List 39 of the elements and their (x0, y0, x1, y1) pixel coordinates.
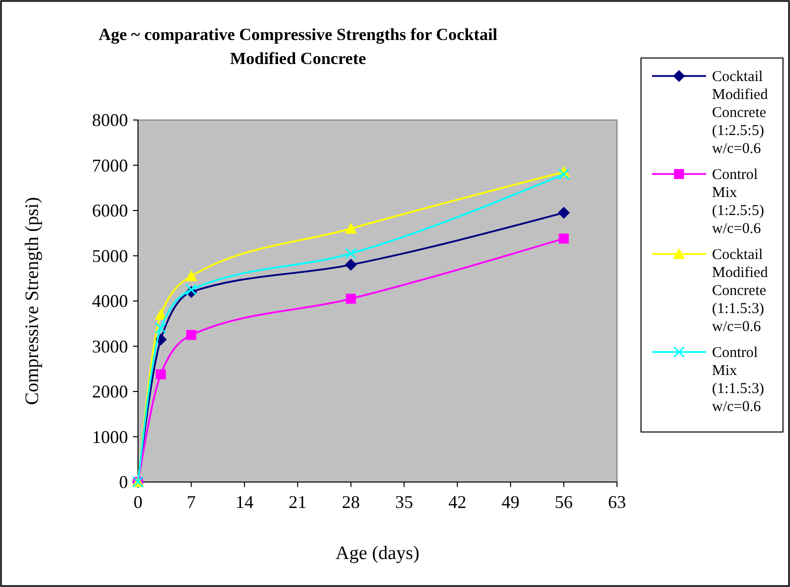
y-tick-label: 8000 (92, 110, 128, 130)
point (185, 284, 197, 296)
point (558, 234, 569, 244)
point (186, 330, 196, 340)
x-tick-label: 56 (554, 492, 573, 512)
y-tick-label: 7000 (92, 155, 128, 176)
y-tick-label: 5000 (92, 246, 128, 266)
y-tick-label: 6000 (92, 200, 128, 220)
chart-title: Age ~ comparative Compressive Strengths for Cocktail Modified Concrete (98, 25, 498, 68)
legend-label: Control Mix (1:2.5:5) w/c=0.6 (712, 167, 764, 237)
x-tick-label: 0 (134, 492, 142, 512)
legend-label: Cocktail Modified Concrete (1:2.5:5) w/c=0.6 (712, 69, 768, 157)
point (558, 206, 570, 219)
x-tick-label: 49 (502, 492, 520, 512)
y-axis-title: Compressive Strength (psi) (22, 197, 43, 405)
x-tick-label: 63 (608, 492, 626, 512)
y-tick-label: 2000 (92, 382, 128, 402)
point (344, 222, 357, 234)
point (155, 322, 167, 334)
y-tick-label: 1000 (92, 426, 128, 447)
x-tick-label: 28 (342, 492, 360, 512)
legend-label: Cocktail Modified Concrete (1:1.5:3) w/c=0.6 (712, 247, 768, 335)
x-tick-label: 14 (235, 492, 254, 512)
x-axis-title: Age (days) (336, 543, 420, 564)
y-tick-label: 0 (119, 472, 128, 492)
y-tick-label: 3000 (92, 336, 128, 356)
point (154, 308, 167, 320)
point (344, 258, 357, 271)
x-tick-label: 42 (448, 492, 466, 512)
x-tick-label: 7 (186, 492, 196, 512)
point (558, 168, 570, 180)
x-tick-label: 21 (288, 492, 307, 512)
x-tick-label: 35 (395, 492, 414, 512)
point (345, 248, 357, 260)
point (346, 294, 356, 304)
legend-label: Control Mix (1:1.5:3) w/c=0.6 (712, 345, 764, 415)
y-tick-label: 4000 (92, 291, 128, 311)
point (185, 270, 198, 282)
point (156, 369, 166, 380)
